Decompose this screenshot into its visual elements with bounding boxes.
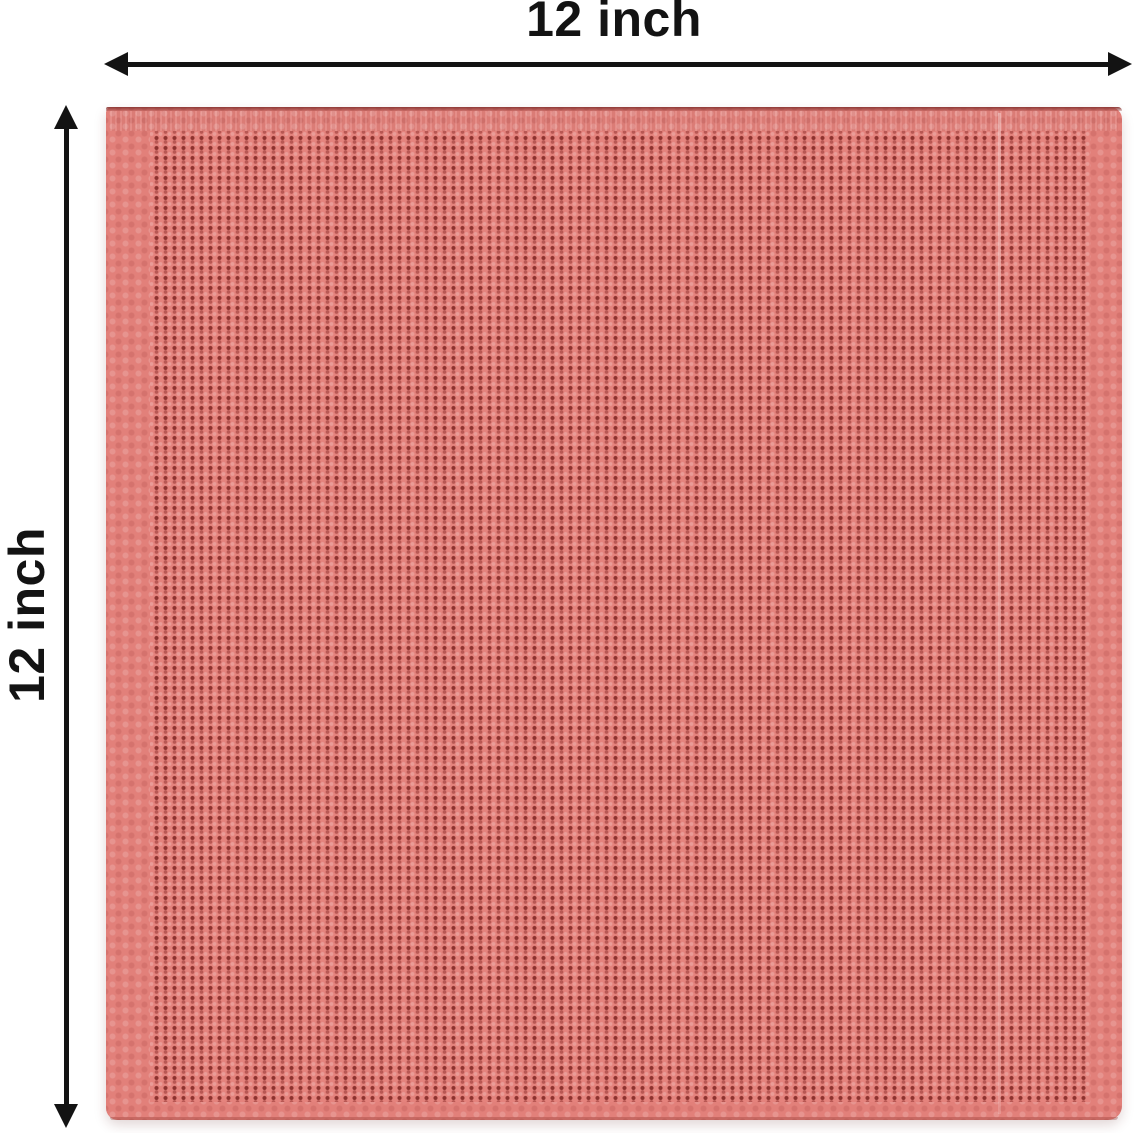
cloth-top-hem bbox=[106, 107, 1122, 111]
width-arrow-shaft bbox=[122, 62, 1114, 67]
height-arrow bbox=[54, 105, 79, 1128]
width-arrow bbox=[104, 52, 1132, 77]
height-arrow-shaft bbox=[64, 123, 69, 1110]
arrowhead-down-icon bbox=[54, 1104, 78, 1128]
height-dimension-label: 12 inch bbox=[0, 527, 55, 703]
cloth-swatch bbox=[106, 107, 1122, 1120]
cloth-seam bbox=[998, 113, 1001, 1114]
cloth-top-hem-texture bbox=[110, 111, 1118, 131]
cloth-waffle-texture bbox=[150, 131, 1090, 1102]
arrowhead-right-icon bbox=[1108, 52, 1132, 76]
width-dimension-label: 12 inch bbox=[526, 0, 702, 47]
cloth-bottom-edge bbox=[110, 1117, 1118, 1120]
